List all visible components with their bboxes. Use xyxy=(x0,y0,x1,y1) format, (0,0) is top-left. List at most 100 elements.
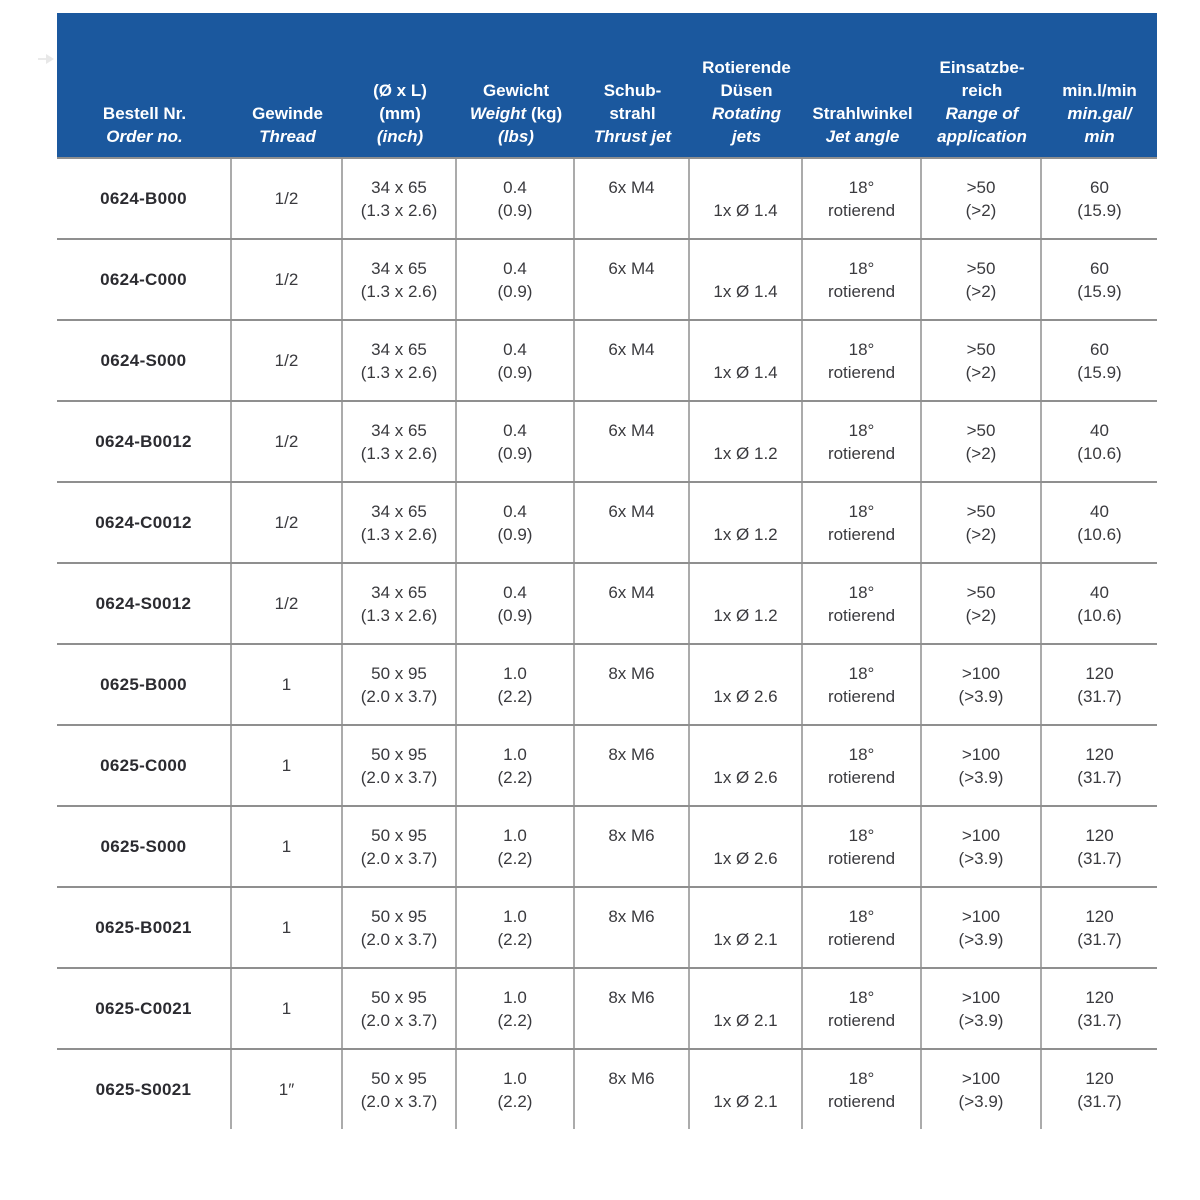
cell-size: 34 x 65 (1.3 x 2.6) xyxy=(343,564,457,643)
cell-jet-angle: 18° rotierend xyxy=(803,402,922,481)
cell-min-flow: 120 (31.7) xyxy=(1077,1068,1122,1111)
cell-min-flow: 120 (31.7) xyxy=(1077,663,1122,706)
cell-range-of-application: >100 (>3.9) xyxy=(922,645,1042,724)
cell-size: 50 x 95 (2.0 x 3.7) xyxy=(343,969,457,1048)
cell-order-no: 0625-S0021 xyxy=(57,1050,232,1129)
header-thread: Gewinde Thread xyxy=(252,104,323,146)
cell-jet-angle: 18° rotierend xyxy=(803,1050,922,1129)
cell-size: 34 x 65 (1.3 x 2.6) xyxy=(343,402,457,481)
cell-range-of-application: >100 (>3.9) xyxy=(922,726,1042,805)
cell-size: 34 x 65 (1.3 x 2.6) xyxy=(343,159,457,238)
cell-order-no: 0624-C0012 xyxy=(57,483,232,562)
table-row: 0625-B0021 1 50 x 95 (2.0 x 3.7) 1.0 (2.… xyxy=(57,886,1157,967)
cell-size: 50 x 95 (2.0 x 3.7) xyxy=(343,1050,457,1129)
cell-weight: 0.4 (0.9) xyxy=(457,564,575,643)
cell-rotating-jets: 1x Ø 1.2 xyxy=(690,402,803,481)
cell-thread: 1 xyxy=(232,807,343,886)
cell-weight: 1.0 (2.2) xyxy=(457,1050,575,1129)
header-order-no: Bestell Nr. Order no. xyxy=(102,104,187,146)
cell-jet-angle: 18° rotierend xyxy=(803,159,922,238)
header-min-flow: min.l/min min.gal/ min xyxy=(1062,81,1137,146)
cell-thrust-jet: 6x M4 xyxy=(575,483,690,562)
cell-size: 34 x 65 (1.3 x 2.6) xyxy=(343,483,457,562)
cell-order-no: 0625-B000 xyxy=(57,645,232,724)
header-rotating-jets: Rotierende Düsen Rotating jets xyxy=(702,58,791,146)
cell-min-flow: 40 (10.6) xyxy=(1077,501,1122,544)
cell-jet-angle: 18° rotierend xyxy=(803,483,922,562)
cell-range-of-application: >100 (>3.9) xyxy=(922,969,1042,1048)
cell-rotating-jets: 1x Ø 1.4 xyxy=(690,240,803,319)
cell-min-flow: 40 (10.6) xyxy=(1077,420,1122,463)
cell-order-no: 0625-S000 xyxy=(57,807,232,886)
cell-jet-angle: 18° rotierend xyxy=(803,564,922,643)
cell-weight: 1.0 (2.2) xyxy=(457,807,575,886)
cell-thread: 1 xyxy=(232,888,343,967)
header-thrust-jet: Schub- strahl Thrust jet xyxy=(593,81,672,146)
cell-size: 50 x 95 (2.0 x 3.7) xyxy=(343,726,457,805)
cell-thrust-jet: 8x M6 xyxy=(575,807,690,886)
cell-thread: 1 xyxy=(232,969,343,1048)
cell-rotating-jets: 1x Ø 2.1 xyxy=(690,888,803,967)
cell-jet-angle: 18° rotierend xyxy=(803,726,922,805)
cell-weight: 0.4 (0.9) xyxy=(457,483,575,562)
cell-weight: 0.4 (0.9) xyxy=(457,402,575,481)
cell-jet-angle: 18° rotierend xyxy=(803,888,922,967)
cell-thrust-jet: 8x M6 xyxy=(575,1050,690,1129)
cell-order-no: 0624-B000 xyxy=(57,159,232,238)
cell-rotating-jets: 1x Ø 1.4 xyxy=(690,159,803,238)
table-row: 0624-B000 1/2 34 x 65 (1.3 x 2.6) 0.4 (0… xyxy=(57,157,1157,238)
cell-size: 50 x 95 (2.0 x 3.7) xyxy=(343,888,457,967)
cell-thread: 1 xyxy=(232,726,343,805)
table-row: 0625-C000 1 50 x 95 (2.0 x 3.7) 1.0 (2.2… xyxy=(57,724,1157,805)
cell-size: 34 x 65 (1.3 x 2.6) xyxy=(343,240,457,319)
cell-order-no: 0625-B0021 xyxy=(57,888,232,967)
table-row: 0624-S0012 1/2 34 x 65 (1.3 x 2.6) 0.4 (… xyxy=(57,562,1157,643)
cell-thread: 1″ xyxy=(232,1050,343,1129)
stray-mark-tail xyxy=(38,58,47,60)
table-row: 0625-B000 1 50 x 95 (2.0 x 3.7) 1.0 (2.2… xyxy=(57,643,1157,724)
cell-thrust-jet: 8x M6 xyxy=(575,888,690,967)
stray-scan-mark xyxy=(38,53,54,64)
cell-weight: 1.0 (2.2) xyxy=(457,969,575,1048)
cell-jet-angle: 18° rotierend xyxy=(803,240,922,319)
cell-thrust-jet: 6x M4 xyxy=(575,159,690,238)
cell-order-no: 0625-C000 xyxy=(57,726,232,805)
cell-min-flow: 120 (31.7) xyxy=(1077,987,1122,1030)
header-jet-angle: Strahlwinkel Jet angle xyxy=(812,104,913,146)
cell-jet-angle: 18° rotierend xyxy=(803,807,922,886)
cell-thrust-jet: 6x M4 xyxy=(575,321,690,400)
cell-range-of-application: >50 (>2) xyxy=(922,564,1042,643)
cell-thrust-jet: 8x M6 xyxy=(575,969,690,1048)
cell-min-flow: 120 (31.7) xyxy=(1077,906,1122,949)
cell-range-of-application: >50 (>2) xyxy=(922,321,1042,400)
cell-size: 50 x 95 (2.0 x 3.7) xyxy=(343,645,457,724)
cell-rotating-jets: 1x Ø 2.1 xyxy=(690,969,803,1048)
cell-min-flow: 60 (15.9) xyxy=(1077,258,1122,301)
stray-mark-arrowhead xyxy=(46,54,54,64)
cell-rotating-jets: 1x Ø 1.2 xyxy=(690,564,803,643)
cell-thread: 1/2 xyxy=(232,402,343,481)
cell-thread: 1 xyxy=(232,645,343,724)
cell-min-flow: 40 (10.6) xyxy=(1077,582,1122,625)
cell-rotating-jets: 1x Ø 2.1 xyxy=(690,1050,803,1129)
cell-thrust-jet: 6x M4 xyxy=(575,240,690,319)
cell-range-of-application: >100 (>3.9) xyxy=(922,807,1042,886)
cell-range-of-application: >50 (>2) xyxy=(922,483,1042,562)
cell-range-of-application: >100 (>3.9) xyxy=(922,888,1042,967)
header-weight: Gewicht Weight (kg) (lbs) xyxy=(469,81,563,146)
cell-jet-angle: 18° rotierend xyxy=(803,321,922,400)
cell-order-no: 0625-C0021 xyxy=(57,969,232,1048)
cell-thrust-jet: 8x M6 xyxy=(575,726,690,805)
cell-size: 34 x 65 (1.3 x 2.6) xyxy=(343,321,457,400)
table-body: 0624-B000 1/2 34 x 65 (1.3 x 2.6) 0.4 (0… xyxy=(57,157,1157,1129)
table-row: 0624-C0012 1/2 34 x 65 (1.3 x 2.6) 0.4 (… xyxy=(57,481,1157,562)
cell-order-no: 0624-S0012 xyxy=(57,564,232,643)
cell-rotating-jets: 1x Ø 2.6 xyxy=(690,645,803,724)
header-size: (Ø x L) (mm) (inch) xyxy=(373,81,427,146)
table-row: 0624-C000 1/2 34 x 65 (1.3 x 2.6) 0.4 (0… xyxy=(57,238,1157,319)
cell-weight: 0.4 (0.9) xyxy=(457,159,575,238)
cell-size: 50 x 95 (2.0 x 3.7) xyxy=(343,807,457,886)
cell-weight: 0.4 (0.9) xyxy=(457,240,575,319)
cell-range-of-application: >100 (>3.9) xyxy=(922,1050,1042,1129)
